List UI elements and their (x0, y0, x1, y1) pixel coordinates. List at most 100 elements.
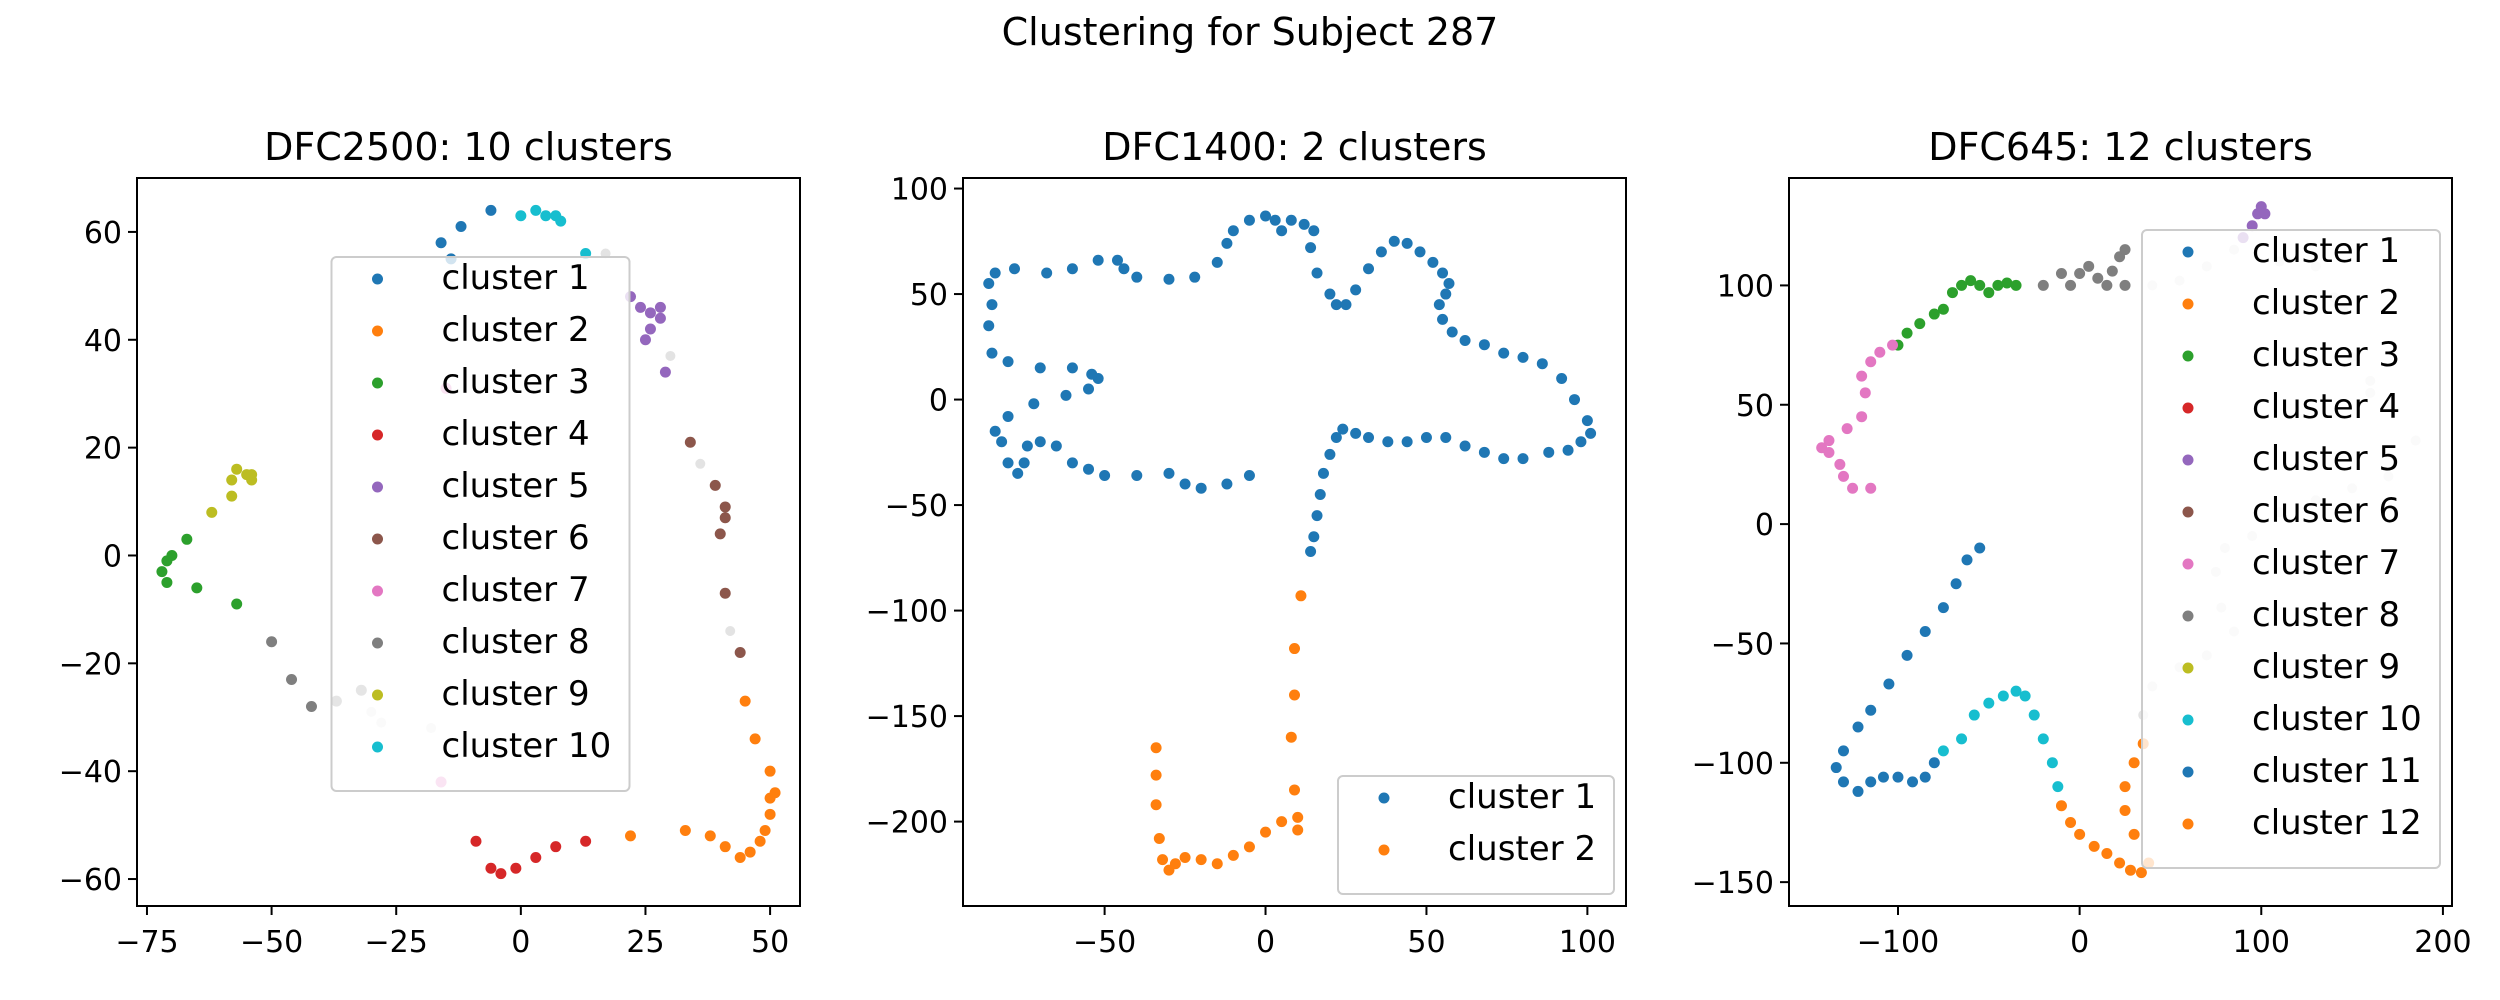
legend-marker (2182, 662, 2194, 674)
legend-marker (2182, 558, 2194, 570)
data-point-cluster-1 (1111, 254, 1123, 266)
data-point-cluster-7 (1874, 346, 1886, 358)
legend-entry: cluster 9 (442, 674, 590, 714)
data-point-cluster-5 (654, 301, 666, 313)
data-point-cluster-1 (1221, 478, 1233, 490)
legend-entry: cluster 1 (2252, 231, 2400, 271)
data-point-cluster-3 (1928, 308, 1940, 320)
data-point-cluster-1 (1131, 470, 1143, 482)
axes-frame (1788, 177, 2453, 907)
data-point-cluster-1 (1221, 237, 1233, 249)
x-tick-label: −25 (365, 925, 428, 960)
data-point-cluster-8 (2065, 279, 2077, 291)
y-tick-label: 50 (1736, 389, 1774, 424)
legend-entry: cluster 8 (2252, 595, 2400, 635)
legend-marker (1378, 792, 1390, 804)
data-point-cluster-1 (1021, 440, 1033, 452)
data-point-cluster-4 (530, 851, 542, 863)
data-point-cluster-1 (1118, 263, 1130, 275)
data-point-cluster-2 (754, 835, 766, 847)
data-point-cluster-1 (1305, 242, 1317, 254)
y-tick-label: 20 (84, 432, 122, 467)
data-point-cluster-1 (1195, 482, 1207, 494)
data-point-cluster-8 (2106, 265, 2118, 277)
data-point-cluster-10 (1968, 709, 1980, 721)
legend-entry: cluster 5 (2252, 439, 2400, 479)
legend-entry: cluster 12 (2252, 803, 2422, 843)
data-point-cluster-3 (181, 533, 193, 545)
data-point-cluster-11 (1837, 776, 1849, 788)
data-point-cluster-1 (1443, 278, 1455, 290)
x-tick-label: 100 (2233, 925, 2290, 960)
data-point-cluster-1 (1324, 448, 1336, 460)
chart-panel-1: DFC2500: 10 clusters −75 −50 −25 0 25 50 −60 −40… (59, 125, 801, 960)
data-point-cluster-1 (1066, 457, 1078, 469)
data-point-cluster-2 (1260, 826, 1272, 838)
data-point-cluster-1 (989, 425, 1001, 437)
legend-marker (2182, 506, 2194, 518)
legend-entry: cluster 2 (1448, 829, 1596, 869)
data-point-cluster-1 (1018, 457, 1030, 469)
legend-marker (372, 377, 383, 389)
data-point-cluster-2 (1179, 851, 1191, 863)
data-point-cluster-8 (2037, 279, 2049, 291)
x-tick-label: 50 (751, 925, 789, 960)
legend-marker (2182, 818, 2194, 830)
data-point-cluster-8 (2101, 279, 2113, 291)
data-point-cluster-7 (1834, 458, 1846, 470)
data-point-cluster-11 (1830, 762, 1842, 774)
data-point-cluster-2 (1285, 731, 1297, 743)
panel-title: DFC645: 12 clusters (1928, 125, 2313, 169)
data-point-cluster-1 (1276, 225, 1288, 237)
y-tick-label: 50 (910, 278, 948, 313)
data-point-cluster-5 (644, 323, 656, 335)
data-point-cluster-5 (654, 312, 666, 324)
data-point-cluster-2 (1211, 858, 1223, 870)
data-point-cluster-11 (1852, 721, 1864, 733)
y-tick-label: −40 (59, 755, 122, 790)
data-point-cluster-7 (1887, 339, 1899, 351)
data-point-cluster-12 (2065, 816, 2077, 828)
x-tick-label: 25 (626, 925, 664, 960)
data-point-cluster-5 (2259, 208, 2271, 220)
data-point-cluster-2 (1289, 689, 1300, 701)
data-point-cluster-1 (1179, 478, 1191, 490)
data-point-cluster-6 (684, 436, 696, 448)
data-point-cluster-1 (1002, 356, 1014, 368)
data-point-cluster-6 (734, 647, 746, 659)
data-point-cluster-7 (1816, 442, 1828, 454)
data-point-cluster-1 (1060, 389, 1072, 401)
y-tick-label: −150 (1692, 866, 1774, 901)
data-point-cluster-9 (246, 474, 258, 486)
faint-point (695, 458, 706, 469)
data-point-cluster-1 (1330, 299, 1342, 311)
data-point-cluster-1 (1337, 423, 1349, 435)
data-point-cluster-11 (1919, 626, 1931, 638)
data-point-cluster-10 (1997, 690, 2009, 702)
data-point-cluster-1 (1427, 256, 1439, 268)
data-point-cluster-1 (1092, 254, 1104, 266)
legend-marker (2182, 610, 2194, 622)
data-point-cluster-12 (2088, 840, 2100, 852)
data-point-cluster-3 (1983, 287, 1995, 299)
data-point-cluster-10 (555, 215, 567, 227)
data-point-cluster-10 (515, 210, 527, 222)
legend-marker (2182, 766, 2194, 778)
data-point-cluster-11 (1852, 785, 1864, 797)
data-point-cluster-1 (1498, 453, 1510, 465)
data-point-cluster-1 (1002, 457, 1014, 469)
legend-marker (372, 689, 383, 701)
data-point-cluster-10 (530, 204, 542, 216)
legend-marker (372, 325, 383, 337)
x-tick-label: 0 (2070, 925, 2089, 960)
x-tick-label: −50 (240, 925, 303, 960)
legend-entry: cluster 1 (442, 258, 590, 298)
data-point-cluster-5 (2246, 220, 2258, 232)
legend-entry: cluster 10 (442, 726, 612, 766)
legend-marker (2182, 454, 2194, 466)
data-point-cluster-12 (2119, 805, 2131, 817)
data-point-cluster-10 (2028, 709, 2040, 721)
legend-entry: cluster 6 (442, 518, 590, 558)
legend-marker (1378, 844, 1390, 856)
legend-marker (2182, 246, 2194, 258)
